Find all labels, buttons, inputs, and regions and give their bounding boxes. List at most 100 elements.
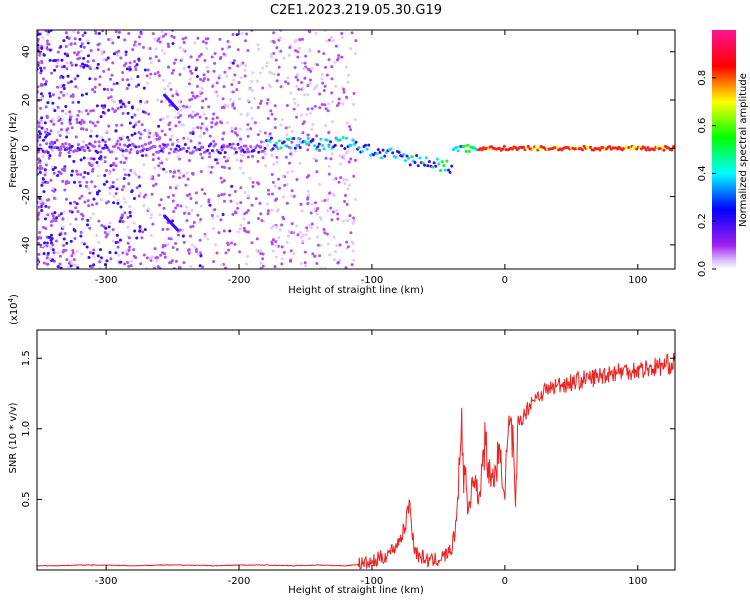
heatmap-cell xyxy=(198,238,202,242)
heatmap-cell xyxy=(139,149,143,153)
heatmap-cell xyxy=(127,182,131,186)
heatmap-cell xyxy=(277,73,281,77)
heatmap-cell xyxy=(64,182,68,186)
heatmap-cell xyxy=(204,97,208,101)
heatmap-cell xyxy=(61,142,65,146)
heatmap-cell xyxy=(139,32,143,36)
heatmap-cell xyxy=(108,186,112,190)
heatmap-cell xyxy=(58,233,62,237)
heatmap-cell xyxy=(146,68,150,72)
heatmap-cell xyxy=(82,56,86,60)
heatmap-cell xyxy=(367,143,371,147)
heatmap-cell xyxy=(660,145,664,149)
heatmap-cell xyxy=(314,147,318,151)
heatmap-cell xyxy=(133,229,137,233)
heatmap-cell xyxy=(51,248,55,252)
heatmap-cell xyxy=(37,124,41,128)
heatmap-cell xyxy=(405,154,409,158)
heatmap-cell xyxy=(354,140,358,144)
heatmap-cell xyxy=(236,142,240,146)
heatmap-cell xyxy=(37,208,40,212)
heatmap-cell xyxy=(323,84,327,88)
heatmap-cell xyxy=(306,148,310,152)
heatmap-cell xyxy=(160,30,164,34)
heatmap-cell xyxy=(410,155,414,159)
heatmap-cell xyxy=(306,93,310,97)
heatmap-cell xyxy=(467,149,471,153)
heatmap-cell xyxy=(133,171,137,175)
heatmap-cell xyxy=(245,113,249,117)
heatmap-cell xyxy=(289,249,293,253)
heatmap-cell xyxy=(79,64,83,68)
heatmap-cell xyxy=(112,161,116,165)
heatmap-cell xyxy=(311,252,315,256)
heatmap-cell xyxy=(114,30,118,34)
heatmap-cell xyxy=(148,131,152,135)
heatmap-cell xyxy=(303,261,307,265)
heatmap-cell xyxy=(212,112,216,116)
heatmap-cell xyxy=(73,37,77,41)
heatmap-cell xyxy=(166,84,170,88)
heatmap-cell xyxy=(325,138,329,142)
heatmap-cell xyxy=(126,111,130,115)
heatmap-cell xyxy=(228,229,232,233)
heatmap-cell xyxy=(128,67,132,71)
heatmap-cell xyxy=(190,243,194,247)
heatmap-cell xyxy=(301,86,305,90)
heatmap-cell xyxy=(316,243,320,247)
heatmap-cell xyxy=(116,198,120,202)
heatmap-cell xyxy=(247,221,251,225)
heatmap-cell xyxy=(128,143,132,147)
heatmap-cell xyxy=(154,55,158,59)
heatmap-cell xyxy=(341,102,345,106)
heatmap-cell xyxy=(268,132,272,136)
heatmap-cell xyxy=(380,156,384,160)
heatmap-cell xyxy=(87,204,91,208)
heatmap-cell xyxy=(206,148,210,152)
heatmap-cell xyxy=(280,245,284,249)
heatmap-cell xyxy=(228,142,232,146)
heatmap-cell xyxy=(74,85,78,89)
heatmap-cell xyxy=(62,39,66,43)
heatmap-cell xyxy=(301,122,305,126)
heatmap-cell xyxy=(310,107,314,111)
heatmap-cell xyxy=(45,134,49,138)
heatmap-cell xyxy=(171,245,175,249)
heatmap-cell xyxy=(343,181,347,185)
heatmap-cell xyxy=(59,84,63,88)
heatmap-cell xyxy=(216,94,220,98)
heatmap-cell xyxy=(272,162,276,166)
heatmap-cell xyxy=(223,199,227,203)
heatmap-cell xyxy=(250,203,254,207)
heatmap-cell xyxy=(342,88,346,92)
heatmap-cell xyxy=(44,163,48,167)
heatmap-cell xyxy=(43,45,47,49)
heatmap-cell xyxy=(74,263,78,267)
heatmap-cell xyxy=(305,226,309,230)
heatmap-cell xyxy=(222,52,226,56)
heatmap-cell xyxy=(44,30,48,33)
heatmap-cell xyxy=(297,87,301,91)
heatmap-cell xyxy=(37,205,41,209)
heatmap-cell xyxy=(140,123,144,127)
heatmap-cell xyxy=(352,91,356,95)
heatmap-cell xyxy=(125,249,129,253)
heatmap-cell xyxy=(76,113,80,117)
heatmap-cell xyxy=(102,146,106,150)
heatmap-cell xyxy=(177,144,181,148)
heatmap-cell xyxy=(292,137,296,141)
heatmap-cell xyxy=(49,238,53,242)
heatmap-cell xyxy=(257,48,261,52)
heatmap-cell xyxy=(100,198,104,202)
heatmap-cell xyxy=(212,260,216,264)
heatmap-cell xyxy=(306,133,310,137)
heatmap-cell xyxy=(138,136,142,140)
heatmap-cell xyxy=(274,225,278,229)
heatmap-cell xyxy=(331,100,335,104)
heatmap-cell xyxy=(309,225,313,229)
heatmap-cell xyxy=(128,151,132,155)
heatmap-cell xyxy=(156,98,160,102)
heatmap-cell xyxy=(59,266,63,269)
heatmap-cell xyxy=(112,194,116,198)
heatmap-cell xyxy=(173,115,177,119)
